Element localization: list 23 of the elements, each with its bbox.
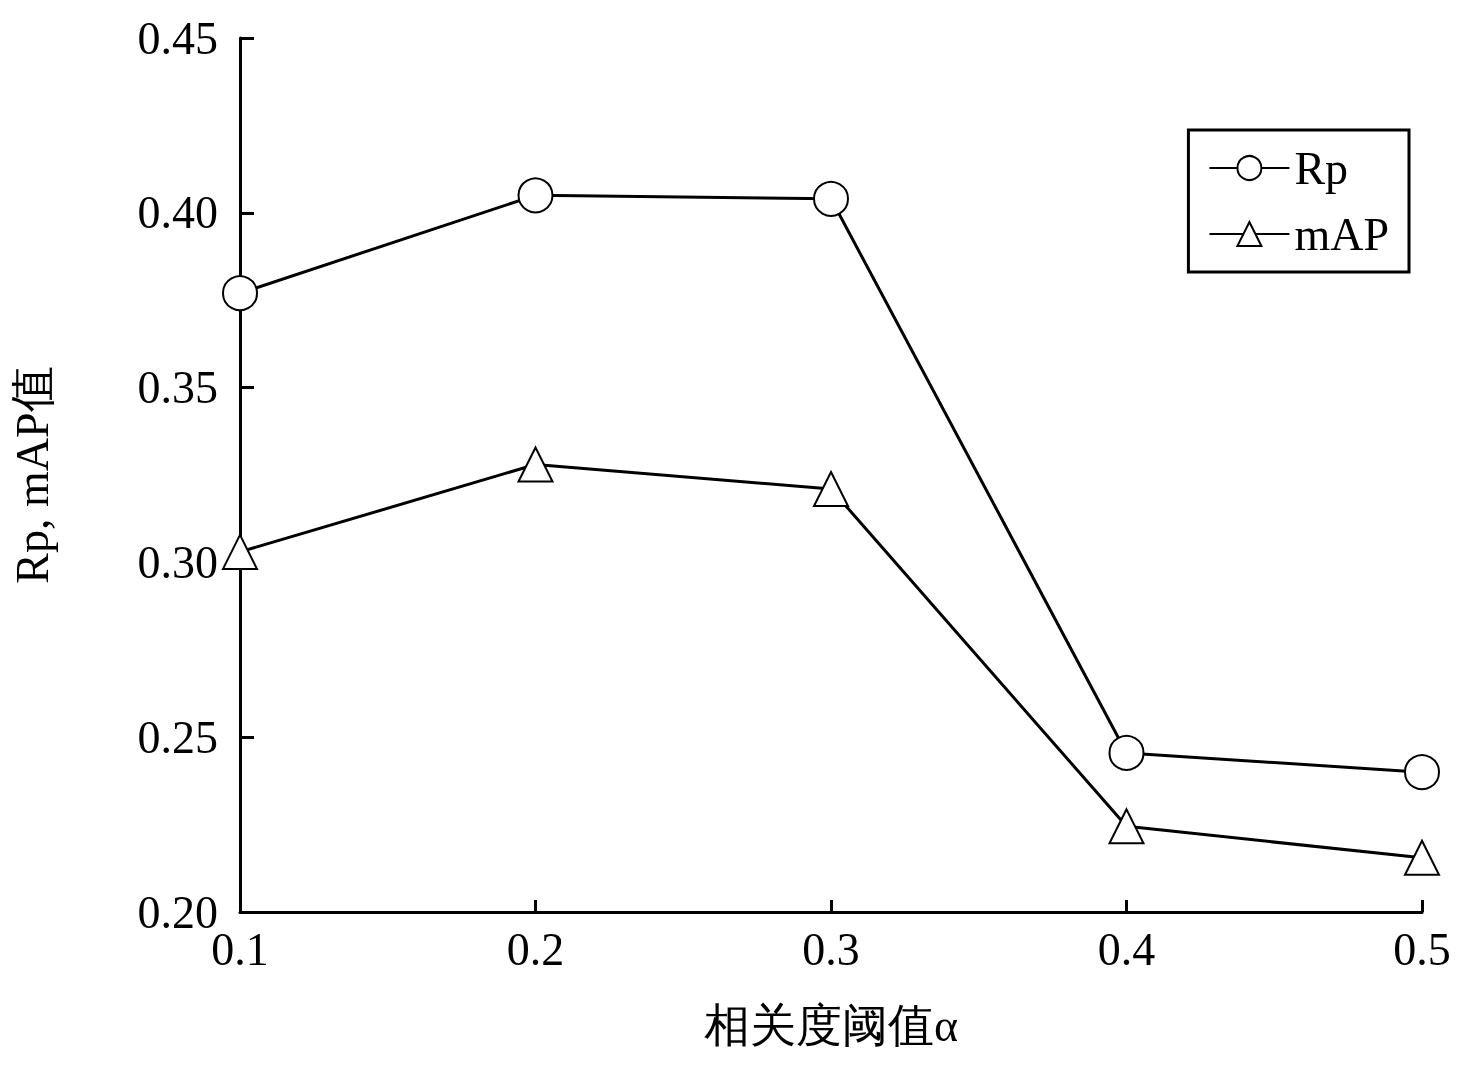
x-tick-label: 0.3 (802, 923, 860, 975)
x-tick-label: 0.4 (1097, 923, 1156, 975)
y-tick-label: 0.25 (137, 711, 218, 763)
x-axis-title: 相关度阈值α (703, 999, 959, 1051)
y-axis-title: Rp, mAP值 (6, 366, 58, 584)
point (1404, 839, 1440, 876)
x-tick-label: 0.5 (1393, 923, 1451, 975)
point (1108, 808, 1145, 845)
point (1404, 754, 1440, 791)
legend-label: Rp (1294, 142, 1349, 194)
y-tick-label: 0.45 (137, 12, 218, 64)
x-tick-label: 0.2 (506, 923, 565, 975)
point (517, 177, 554, 214)
y-tick-label: 0.35 (137, 362, 218, 414)
y-tick-label: 0.40 (137, 187, 218, 239)
legend-label: mAP (1294, 208, 1390, 260)
point (813, 470, 849, 507)
point (517, 446, 554, 483)
point (222, 533, 258, 570)
point (813, 180, 849, 217)
point (1108, 734, 1145, 771)
y-tick-label: 0.30 (137, 536, 218, 588)
point (222, 275, 258, 312)
